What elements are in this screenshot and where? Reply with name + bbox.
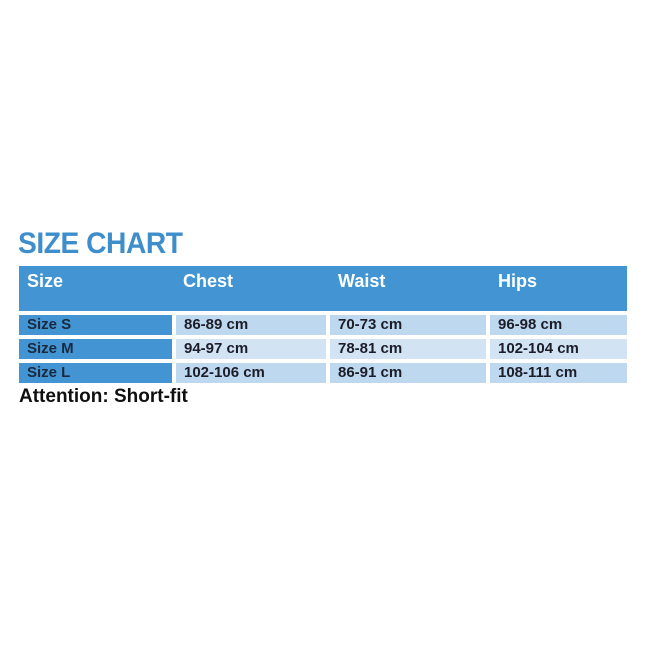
- row-label-size-m: Size M: [19, 339, 172, 359]
- column-header-waist: Waist: [338, 271, 386, 291]
- attention-note: Attention: Short-fit: [19, 386, 188, 407]
- table-header-row: Size Chest Waist Hips: [19, 266, 627, 311]
- table-row-size-s: Size S 86-89 cm 70-73 cm 96-98 cm: [19, 315, 627, 335]
- table-row-size-l: Size L 102-106 cm 86-91 cm 108-111 cm: [19, 363, 627, 383]
- cell-chest-m: 94-97 cm: [176, 339, 326, 359]
- cell-chest-s: 86-89 cm: [176, 315, 326, 335]
- row-label-size-l: Size L: [19, 363, 172, 383]
- cell-chest-l: 102-106 cm: [176, 363, 326, 383]
- column-header-size: Size: [27, 271, 64, 291]
- cell-hips-l: 108-111 cm: [490, 363, 627, 383]
- cell-hips-s: 96-98 cm: [490, 315, 627, 335]
- cell-waist-l: 86-91 cm: [330, 363, 486, 383]
- row-label-size-s: Size S: [19, 315, 172, 335]
- column-header-hips: Hips: [498, 271, 538, 291]
- size-table: Size Chest Waist Hips Size S 86-89 cm 70…: [19, 266, 627, 387]
- cell-waist-m: 78-81 cm: [330, 339, 486, 359]
- page-title: SIZE CHART: [18, 227, 183, 260]
- cell-waist-s: 70-73 cm: [330, 315, 486, 335]
- column-header-chest: Chest: [183, 271, 234, 291]
- cell-hips-m: 102-104 cm: [490, 339, 627, 359]
- table-row-size-m: Size M 94-97 cm 78-81 cm 102-104 cm: [19, 339, 627, 359]
